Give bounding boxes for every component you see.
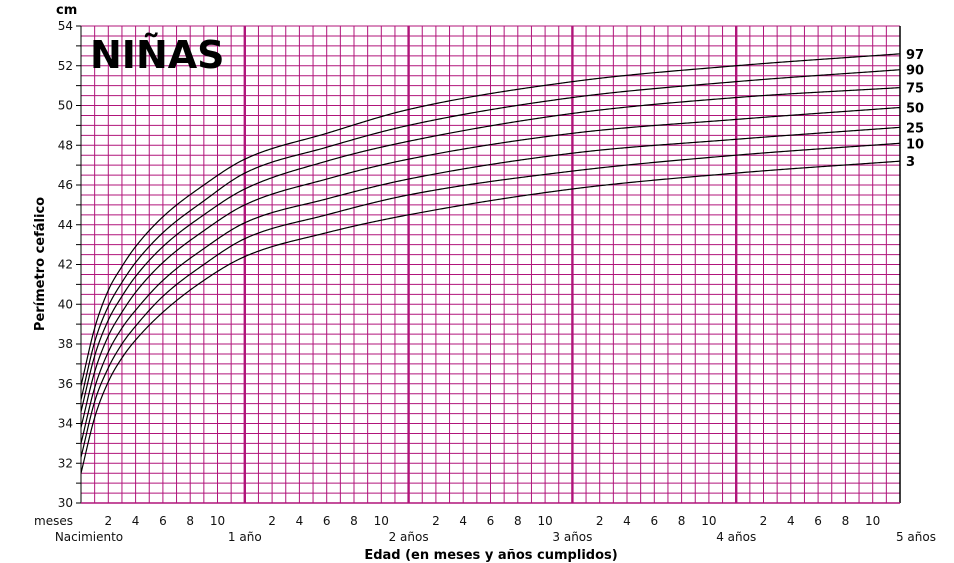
y-tick-label: 42 <box>58 258 73 272</box>
x-month-tick-label: 8 <box>678 514 686 528</box>
x-month-tick-label: 6 <box>487 514 495 528</box>
x-month-tick-label: 6 <box>650 514 658 528</box>
x-month-tick-label: 4 <box>296 514 304 528</box>
x-month-tick-label: 2 <box>104 514 112 528</box>
x-month-tick-label: 10 <box>537 514 552 528</box>
y-tick-labels: 30 32 34 36 38 40 42 44 46 48 50 52 54 <box>58 19 73 510</box>
y-tick-label: 36 <box>58 377 73 391</box>
x-month-tick-label: 6 <box>814 514 822 528</box>
x-month-tick-label: 2 <box>268 514 276 528</box>
x-month-tick-label: 6 <box>323 514 331 528</box>
percentile-label-90: 90 <box>906 64 924 79</box>
percentile-curve-97 <box>80 53 901 386</box>
y-tick-label: 30 <box>58 496 73 510</box>
x-month-tick-label: 8 <box>350 514 358 528</box>
y-tick-label: 46 <box>58 178 73 192</box>
y-tick-label: 34 <box>58 417 73 431</box>
percentile-label-75: 75 <box>906 82 924 97</box>
x-axis-title: Edad (en meses y años cumplidos) <box>364 548 617 563</box>
x-month-tick-label: 2 <box>432 514 440 528</box>
percentile-curve-90 <box>80 69 901 400</box>
y-tick-label: 32 <box>58 456 73 470</box>
percentile-curve-50 <box>80 106 901 428</box>
x-month-tick-label: 8 <box>842 514 850 528</box>
percentile-curve-75 <box>80 87 901 412</box>
x-month-row-label: meses <box>34 514 73 528</box>
percentile-label-97: 97 <box>906 48 924 63</box>
x-month-tick-label: 8 <box>514 514 522 528</box>
percentile-label-50: 50 <box>906 101 924 116</box>
x-year-tick-label: 4 años <box>716 530 756 544</box>
x-month-tick-label: 10 <box>701 514 716 528</box>
y-unit-label: cm <box>56 3 77 18</box>
y-tick-label: 52 <box>58 59 73 73</box>
y-tick-label: 40 <box>58 297 73 311</box>
x-month-tick-label: 10 <box>865 514 880 528</box>
x-tick-labels: 2 4 6 8 10 2 4 6 8 10 2 4 6 8 10 2 4 6 8 10 2 4 6 8 10 Nacimiento… <box>55 514 936 544</box>
x-year-tick-label: 5 años <box>896 530 936 544</box>
grid <box>76 25 901 504</box>
percentile-label-10: 10 <box>906 137 924 152</box>
x-year-tick-label: 1 año <box>228 530 262 544</box>
y-tick-label: 50 <box>58 99 73 113</box>
x-year-tick-label: Nacimiento <box>55 530 123 544</box>
x-month-tick-label: 4 <box>623 514 631 528</box>
y-tick-label: 54 <box>58 19 73 33</box>
x-month-tick-label: 4 <box>132 514 140 528</box>
percentile-curves <box>80 53 901 474</box>
percentile-label-3: 3 <box>906 155 915 170</box>
percentile-curve-25 <box>80 126 901 444</box>
x-month-tick-label: 10 <box>374 514 389 528</box>
percentile-curve-3 <box>80 160 901 474</box>
y-tick-label: 44 <box>58 218 73 232</box>
x-month-tick-label: 2 <box>596 514 604 528</box>
y-axis-title: Perímetro cefálico <box>33 197 48 331</box>
chart-title: NIÑAS <box>90 33 225 77</box>
x-month-tick-label: 10 <box>210 514 225 528</box>
y-tick-label: 38 <box>58 337 73 351</box>
x-month-tick-label: 6 <box>159 514 167 528</box>
y-tick-label: 48 <box>58 138 73 152</box>
x-year-tick-label: 3 años <box>552 530 592 544</box>
x-month-tick-label: 8 <box>186 514 194 528</box>
percentile-label-25: 25 <box>906 121 924 136</box>
percentile-curve-10 <box>80 142 901 458</box>
x-year-tick-label: 2 años <box>389 530 429 544</box>
x-month-tick-label: 4 <box>787 514 795 528</box>
x-month-tick-label: 2 <box>760 514 768 528</box>
x-month-tick-label: 4 <box>459 514 467 528</box>
